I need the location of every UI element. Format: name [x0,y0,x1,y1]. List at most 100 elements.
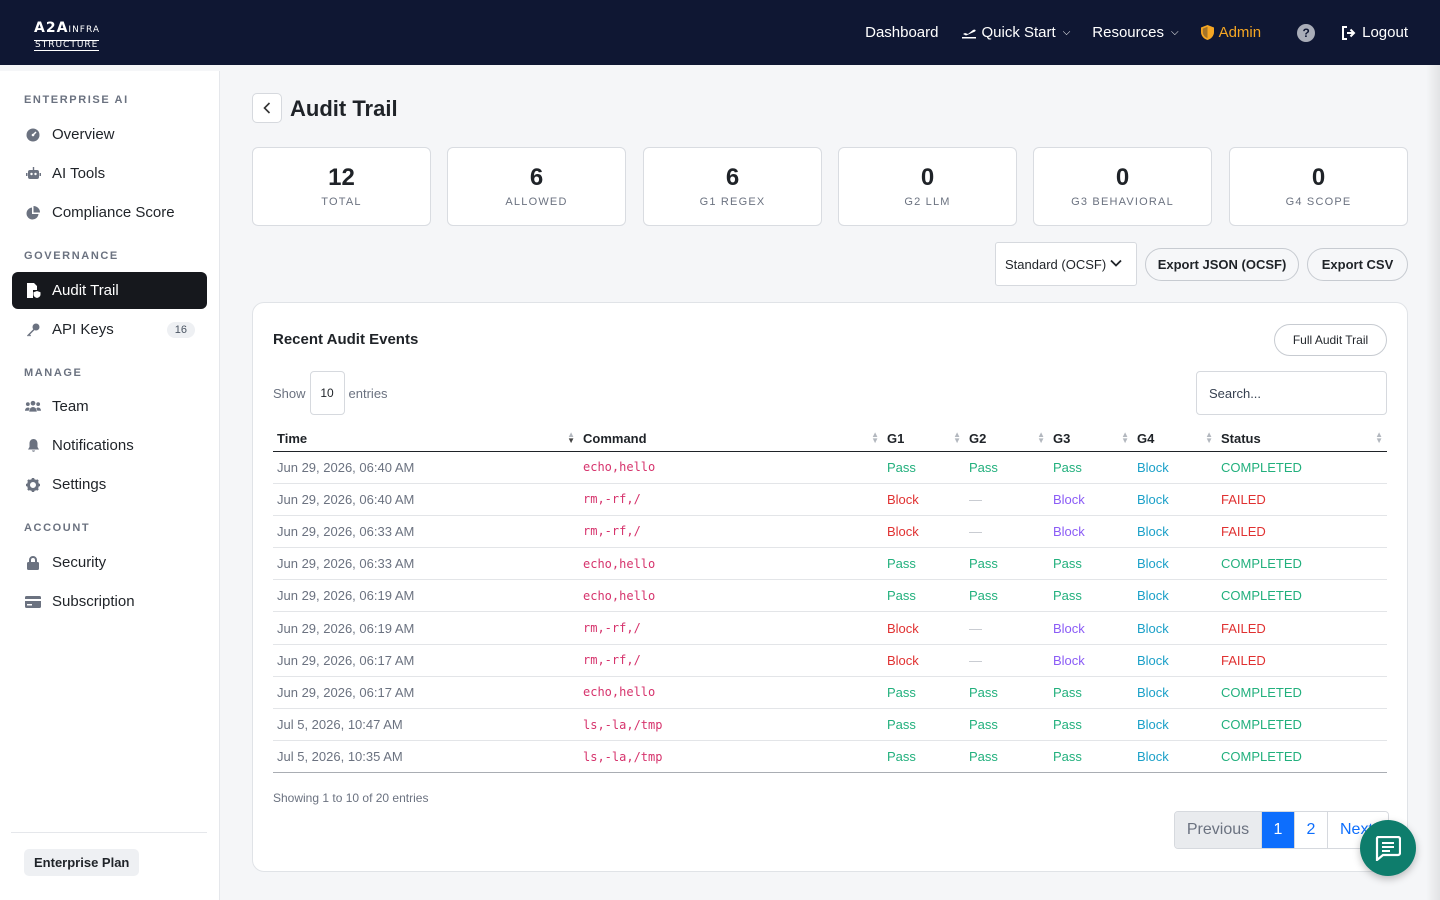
top-nav-links: Dashboard Quick Start ⌵ Resources ⌵ Admi… [865,0,1408,65]
stat-value: 12 [328,164,355,191]
sidebar-item-audit-trail[interactable]: Audit Trail [12,272,207,309]
cell-g1: Block [883,611,965,645]
cell-time: Jun 29, 2026, 06:17 AM [273,676,579,710]
entries-label: entries [348,385,388,401]
pagination-page-2[interactable]: 2 [1295,812,1328,848]
logout-icon [1342,25,1356,40]
edge-shadow [1426,65,1440,900]
standard-select[interactable]: Standard (OCSF) [995,242,1137,286]
cell-g1: Pass [883,708,965,742]
sidebar-item-label: Security [52,554,107,571]
sidebar: ENTERPRISE AI Overview AI Tools Complian… [0,71,220,900]
brand-line1-small: INFRA [68,25,101,35]
column-header-label: G3 [1053,431,1071,447]
table-row: Jun 29, 2026, 06:19 AM echo,hello Pass Pass… [273,579,1387,613]
sidebar-item-label: API Keys [52,321,114,338]
recent-events-card: Recent Audit Events Full Audit Trail Sho… [252,302,1408,872]
nav-resources[interactable]: Resources ⌵ [1092,24,1178,41]
full-audit-trail-button[interactable]: Full Audit Trail [1274,324,1387,356]
table-row: Jun 29, 2026, 06:40 AM rm,-rf,/Block — Bloc… [273,483,1387,516]
cell-g3: Block [1049,611,1133,645]
stat-label: G1 REGEX [699,196,766,208]
export-json-button[interactable]: Export JSON (OCSF) [1145,248,1299,281]
column-header-g3[interactable]: G3 ▲ ▼ [1049,427,1133,452]
column-header-g1[interactable]: G1 ▲ ▼ [883,427,965,452]
cell-g1: Pass [883,451,965,484]
cell-g3: Pass [1049,676,1133,710]
nav-dashboard[interactable]: Dashboard [865,24,938,41]
sort-icon: ▲ ▼ [1375,430,1383,445]
search-input[interactable] [1196,371,1387,415]
cell-status: COMPLETED [1217,451,1387,484]
export-csv-button[interactable]: Export CSV [1307,248,1408,281]
cell-g4: Block [1133,708,1217,742]
robot-icon [25,166,41,182]
gauge-icon [25,127,41,143]
table-row: Jun 29, 2026, 06:40 AM echo,hello Pass Pass… [273,451,1387,484]
sidebar-item-label: Overview [52,126,115,143]
card-title: Recent Audit Events [273,331,419,348]
sort-icon: ▲ ▼ [953,430,961,445]
sidebar-section-governance: GOVERNANCE [24,250,119,262]
pagination-previous[interactable]: Previous [1175,812,1262,848]
back-button[interactable] [252,93,282,123]
cell-g3: Block [1049,644,1133,677]
sidebar-item-api-keys[interactable]: API Keys 16 [12,311,207,348]
cell-g2: — [965,611,1049,645]
column-header-g2[interactable]: G2 ▲ ▼ [965,427,1049,452]
cell-time: Jul 5, 2026, 10:35 AM [273,740,579,774]
pagination: Previous 1 2 Next [1174,811,1389,849]
table-row: Jun 29, 2026, 06:33 AM rm,-rf,/Block — Bloc… [273,515,1387,549]
column-header-label: G1 [887,431,905,447]
sidebar-item-label: Settings [52,476,107,493]
sidebar-item-ai-tools[interactable]: AI Tools [12,155,207,192]
cell-status: FAILED [1217,483,1387,516]
brand-line1: A2A [34,20,69,36]
cell-status: FAILED [1217,611,1387,645]
sidebar-item-subscription[interactable]: Subscription [12,583,207,620]
chat-button[interactable] [1360,820,1416,876]
nav-help[interactable]: ? [1297,23,1316,42]
column-header-g4[interactable]: G4 ▲ ▼ [1133,427,1217,452]
sidebar-item-settings[interactable]: Settings [12,466,207,503]
sidebar-item-label: Audit Trail [52,282,119,299]
cell-status: FAILED [1217,644,1387,677]
cell-command: ls,-la,/tmp [579,708,883,742]
table-row: Jun 29, 2026, 06:33 AM echo,hello Pass Pass… [273,547,1387,581]
cell-command: rm,-rf,/ [579,515,883,549]
stat-card-g2-llm: 0 G2 LLM [838,147,1017,226]
column-header-command[interactable]: Command ▲ ▼ [579,427,883,452]
cell-command: echo,hello [579,451,883,484]
stat-card-total: 12 TOTAL [252,147,431,226]
stat-label: G3 BEHAVIORAL [1071,196,1174,208]
brand-logo[interactable]: A2AINFRA STRUCTURE [34,21,100,51]
sidebar-item-team[interactable]: Team [12,388,207,425]
sidebar-item-label: Notifications [52,437,134,454]
cell-command: echo,hello [579,547,883,581]
page-length-select[interactable]: 10 [309,371,345,415]
stat-card-allowed: 6 ALLOWED [447,147,626,226]
column-header-status[interactable]: Status ▲ ▼ [1217,427,1387,452]
cell-g4: Block [1133,515,1217,549]
cell-command: rm,-rf,/ [579,644,883,677]
cell-status: COMPLETED [1217,676,1387,710]
sidebar-item-security[interactable]: Security [12,544,207,581]
nav-logout[interactable]: Logout [1341,24,1408,41]
cell-g2: Pass [965,579,1049,613]
column-header-time[interactable]: Time ▲ ▼ [273,427,579,452]
cell-g2: Pass [965,451,1049,484]
pagination-next[interactable]: Next [1328,812,1388,848]
audit-events-table: Time ▲ ▼ Command ▲ ▼ G1 ▲ ▼ G2 ▲ ▼ G3 ▲ ▼ G4 ▲ ▼ Sta… [273,427,1387,774]
column-header-label: Status [1221,431,1261,447]
sidebar-item-notifications[interactable]: Notifications [12,427,207,464]
sidebar-item-overview[interactable]: Overview [12,116,207,153]
lock-icon [25,555,41,571]
pagination-page-1[interactable]: 1 [1262,812,1295,848]
cell-g4: Block [1133,579,1217,613]
stat-card-g3-behavioral: 0 G3 BEHAVIORAL [1033,147,1212,226]
cell-command: rm,-rf,/ [579,483,883,516]
stat-value: 6 [529,164,544,191]
sidebar-item-compliance-score[interactable]: Compliance Score [12,194,207,231]
nav-admin[interactable]: Admin [1200,24,1261,41]
nav-quick-start[interactable]: Quick Start ⌵ [961,24,1070,41]
